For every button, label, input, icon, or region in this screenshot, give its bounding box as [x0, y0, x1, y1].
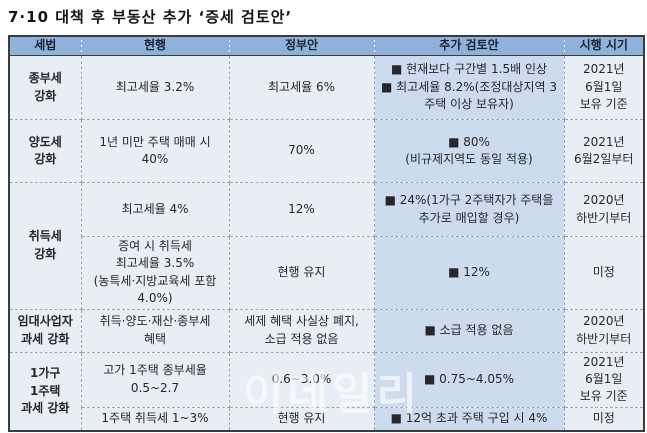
gov-plan-cell: 0.6~3.0% — [228, 351, 375, 408]
timing-cell: 2021년 6월1일 보유 기준 — [563, 55, 645, 120]
col-header-review: 추가 검토안 — [373, 36, 565, 56]
table-row-jongbuse: 종부세 강화 최고세율 3.2% 최고세율 6% ■ 현재보다 구간별 1.5배… — [8, 55, 645, 120]
table-row-chwideukse-2: 증여 시 취득세 최고세율 3.5% (농특세·지방교육세 포함 4.0%) 현… — [9, 236, 645, 310]
law-cell: 임대사업자 과세 강화 — [8, 308, 82, 353]
current-cell: 고가 1주택 종부세율 0.5~2.7 — [80, 351, 230, 408]
current-cell: 증여 시 취득세 최고세율 3.5% (농특세·지방교육세 포함 4.0%) — [80, 236, 230, 310]
timing-cell: 2020년 하반기부터 — [563, 308, 645, 353]
gov-plan-cell: 최고세율 6% — [228, 55, 375, 120]
review-cell: ■ 0.75~4.05% — [373, 351, 565, 408]
review-cell: ■ 현재보다 구간별 1.5배 인상 ■ 최고세율 8.2%(조정대상지역 3주… — [373, 55, 565, 120]
header-row: 세법 현행 정부안 추가 검토안 시행 시기 — [8, 36, 645, 56]
col-header-law: 세법 — [8, 36, 82, 56]
review-cell: ■ 소급 적용 없음 — [373, 308, 565, 353]
current-cell: 최고세율 4% — [80, 182, 230, 237]
gov-plan-cell: 12% — [228, 182, 375, 237]
current-cell: 1년 미만 주택 매매 시 40% — [80, 119, 230, 183]
timing-cell: 2021년 6월1일 보유 기준 — [563, 351, 645, 408]
current-cell: 1주택 취득세 1~3% — [80, 406, 230, 432]
law-cell: 취득세 강화 — [8, 182, 82, 310]
table-row-1gagu-1: 1가구 1주택 과세 강화 고가 1주택 종부세율 0.5~2.7 0.6~3.… — [8, 351, 645, 432]
page-title: 7·10 대책 후 부동산 추가 ‘증세 검토안’ — [8, 8, 293, 26]
gov-plan-cell: 현행 유지 — [228, 236, 375, 310]
timing-cell: 미정 — [563, 406, 645, 432]
review-cell: ■ 80% (비규제지역도 동일 적용) — [373, 119, 565, 183]
timing-cell: 2020년 하반기부터 — [563, 182, 645, 237]
gov-plan-cell: 세제 혜택 사실상 폐지, 소급 적용 없음 — [228, 308, 375, 353]
tax-review-table: 세법 현행 정부안 추가 검토안 시행 시기 종부세 강화 최고세율 3.2% … — [8, 35, 645, 433]
law-cell: 1가구 1주택 과세 강화 — [8, 351, 82, 432]
current-cell: 취득·양도·재산·종부세 혜택 — [80, 308, 230, 353]
table-row-chwideukse-1: 취득세 강화 최고세율 4% 12% ■ 24%(1가구 2주택자가 주택을 추… — [8, 182, 645, 310]
timing-cell: 미정 — [563, 236, 645, 310]
review-cell: ■ 24%(1가구 2주택자가 주택을 추가로 매입할 경우) — [373, 182, 565, 237]
law-cell: 양도세 강화 — [8, 119, 82, 183]
col-header-gov-plan: 정부안 — [228, 36, 375, 56]
review-cell: ■ 12억 초과 주택 구입 시 4% — [373, 406, 565, 432]
table-row-yangdose: 양도세 강화 1년 미만 주택 매매 시 40% 70% ■ 80% (비규제지… — [8, 119, 645, 183]
col-header-current: 현행 — [80, 36, 230, 56]
gov-plan-cell: 현행 유지 — [228, 406, 375, 432]
col-header-timing: 시행 시기 — [563, 36, 645, 56]
table-row-imdae: 임대사업자 과세 강화 취득·양도·재산·종부세 혜택 세제 혜택 사실상 폐지… — [8, 308, 645, 353]
table-row-1gagu-2: 1주택 취득세 1~3% 현행 유지 ■ 12억 초과 주택 구입 시 4% 미… — [9, 406, 645, 432]
current-cell: 최고세율 3.2% — [80, 55, 230, 120]
law-cell: 종부세 강화 — [8, 55, 82, 120]
review-cell: ■ 12% — [373, 236, 565, 310]
timing-cell: 2021년 6월2일부터 — [563, 119, 645, 183]
gov-plan-cell: 70% — [228, 119, 375, 183]
